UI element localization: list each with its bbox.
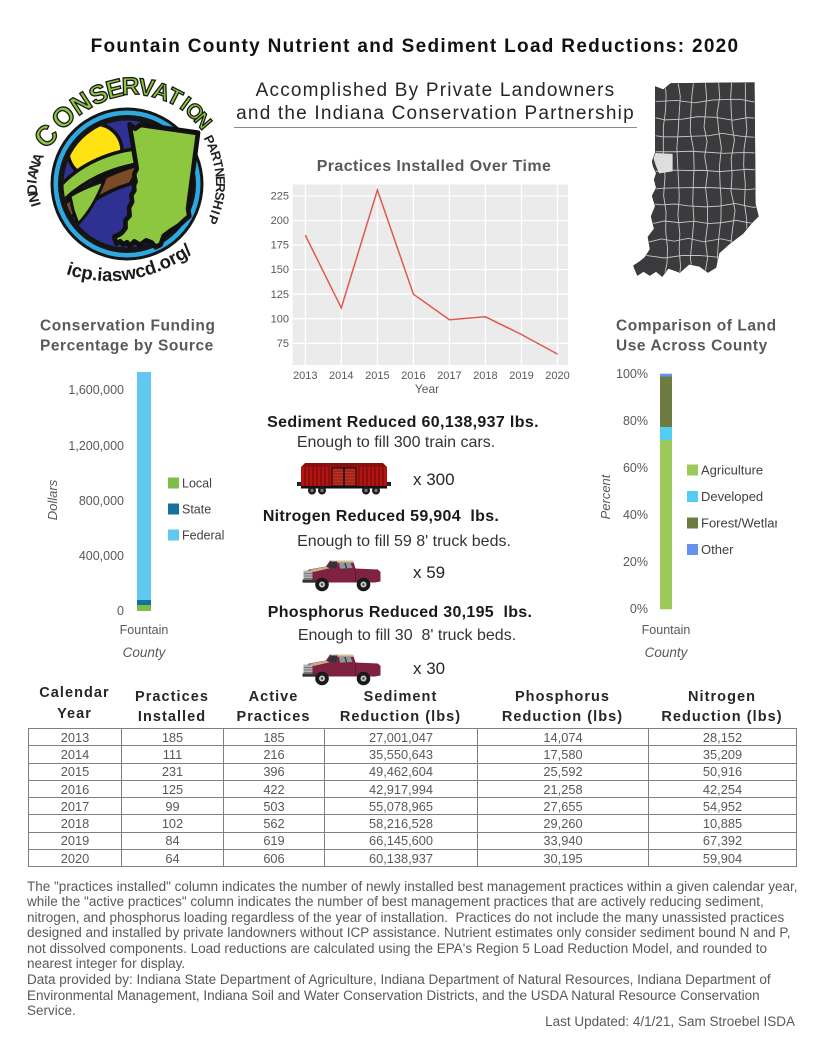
svg-text:400,000: 400,000 [79,549,124,563]
svg-text:40%: 40% [623,508,648,522]
svg-text:R: R [121,73,140,101]
svg-text:H: H [210,198,227,211]
svg-text:Year: Year [415,382,439,396]
svg-text:Forest/Wetland: Forest/Wetland [701,516,777,531]
svg-text:Fountain: Fountain [120,623,169,637]
svg-text:County: County [123,645,167,660]
svg-text:I: I [23,178,39,184]
svg-text:80%: 80% [623,414,648,428]
svg-text:2020: 2020 [545,370,569,382]
svg-text:Practices Installed Over Time: Practices Installed Over Time [317,158,552,175]
svg-text:T: T [210,158,226,169]
svg-text:Agriculture: Agriculture [701,463,763,478]
svg-text:2018: 2018 [473,370,497,382]
svg-text:N: N [212,167,228,178]
svg-text:N: N [25,191,43,204]
svg-text:75: 75 [277,338,289,350]
svg-text:60%: 60% [623,461,648,475]
svg-text:1,200,000: 1,200,000 [68,439,124,453]
svg-text:20%: 20% [623,555,648,569]
svg-text:Other: Other [701,542,734,557]
svg-text:Comparison of Land: Comparison of Land [616,318,777,335]
svg-text:R: R [213,183,228,194]
svg-text:I: I [208,208,223,216]
svg-text:Conservation Funding: Conservation Funding [40,318,215,335]
svg-text:1,600,000: 1,600,000 [68,383,124,397]
svg-text:0%: 0% [630,602,648,616]
svg-text:2014: 2014 [329,370,353,382]
svg-text:Developed: Developed [701,489,763,504]
svg-text:Use Across County: Use Across County [616,338,768,355]
svg-text:175: 175 [271,240,289,252]
svg-text:State: State [182,503,211,517]
svg-text:2019: 2019 [509,370,533,382]
svg-text:200: 200 [271,215,289,227]
svg-text:Fountain: Fountain [642,623,691,637]
svg-text:Percentage by Source: Percentage by Source [40,338,214,355]
svg-text:2015: 2015 [365,370,389,382]
svg-text:225: 225 [271,191,289,203]
svg-text:E: E [213,176,228,186]
svg-text:800,000: 800,000 [79,494,124,508]
svg-text:125: 125 [271,289,289,301]
svg-text:100: 100 [271,313,289,325]
svg-text:N: N [25,159,43,174]
svg-text:County: County [645,645,689,660]
svg-text:Dollars: Dollars [45,479,60,520]
svg-text:2017: 2017 [437,370,461,382]
svg-text:D: D [24,184,40,195]
svg-text:0: 0 [117,604,124,618]
svg-text:I: I [27,200,43,208]
svg-text:150: 150 [271,264,289,276]
svg-text:2013: 2013 [293,370,317,382]
svg-text:A: A [24,167,42,181]
svg-text:V: V [137,74,156,103]
svg-text:Local: Local [182,477,212,491]
svg-text:S: S [212,191,228,202]
svg-text:100%: 100% [616,367,648,381]
svg-text:Percent: Percent [600,473,613,519]
svg-text:Federal: Federal [182,529,224,543]
svg-text:2016: 2016 [401,370,425,382]
